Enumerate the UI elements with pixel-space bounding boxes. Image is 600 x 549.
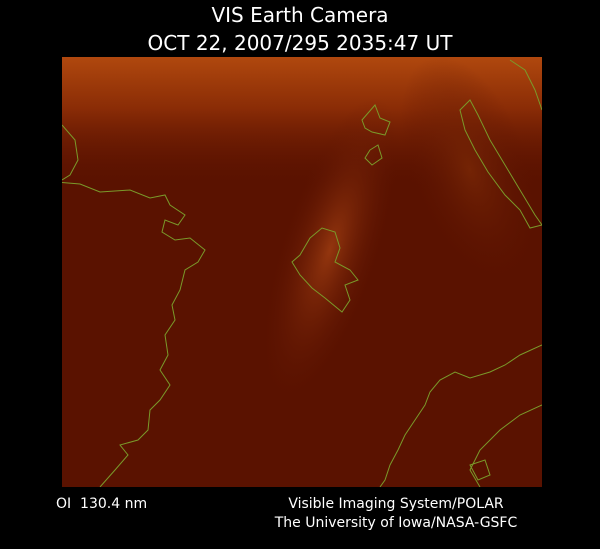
title: VIS Earth Camera	[211, 3, 388, 27]
timestamp: OCT 22, 2007/295 2035:47 UT	[148, 31, 454, 55]
earth-image	[62, 57, 542, 487]
filter-label: OI 130.4 nm	[56, 496, 147, 512]
instrument-label: Visible Imaging System/POLAR	[288, 496, 504, 512]
credit-label: The University of Iowa/NASA-GSFC	[274, 515, 518, 531]
